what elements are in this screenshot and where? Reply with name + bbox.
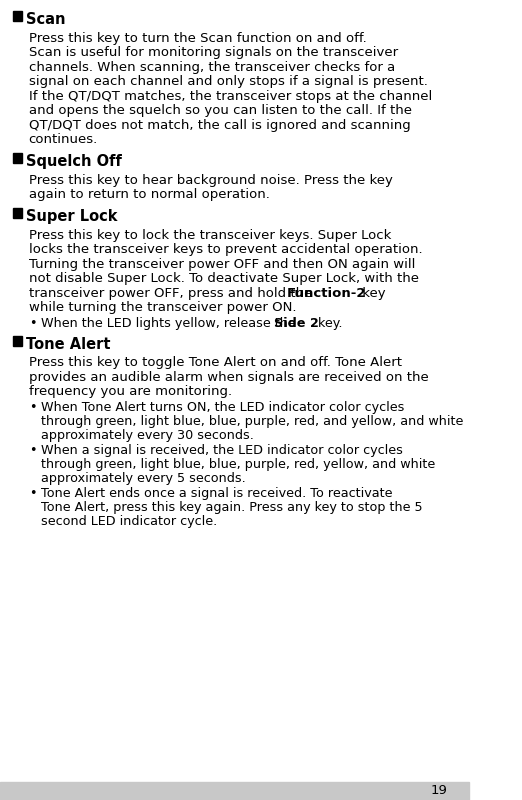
Text: signal on each channel and only stops if a signal is present.: signal on each channel and only stops if…	[29, 75, 428, 88]
Text: continues.: continues.	[29, 134, 98, 146]
Bar	[13, 11, 21, 21]
Text: Tone Alert, press this key again. Press any key to stop the 5: Tone Alert, press this key again. Press …	[41, 501, 423, 514]
Text: When Tone Alert turns ON, the LED indicator color cycles: When Tone Alert turns ON, the LED indica…	[41, 401, 405, 414]
Text: Squelch Off: Squelch Off	[26, 154, 122, 169]
Text: channels. When scanning, the transceiver checks for a: channels. When scanning, the transceiver…	[29, 61, 395, 74]
Text: Scan is useful for monitoring signals on the transceiver: Scan is useful for monitoring signals on…	[29, 46, 398, 59]
Text: second LED indicator cycle.: second LED indicator cycle.	[41, 515, 218, 528]
Text: Scan: Scan	[26, 12, 66, 27]
Text: while turning the transceiver power ON.: while turning the transceiver power ON.	[29, 301, 296, 314]
Text: through green, light blue, blue, purple, red, and yellow, and white: through green, light blue, blue, purple,…	[41, 415, 464, 428]
Bar	[13, 208, 21, 218]
Text: •: •	[29, 487, 36, 500]
Text: Function-2: Function-2	[287, 286, 366, 299]
Text: Super Lock: Super Lock	[26, 209, 117, 224]
Bar	[13, 153, 21, 163]
Text: Tone Alert: Tone Alert	[26, 337, 111, 351]
Text: key: key	[358, 286, 386, 299]
Bar	[0, 782, 469, 800]
Text: •: •	[29, 401, 36, 414]
Text: Press this key to hear background noise. Press the key: Press this key to hear background noise.…	[29, 174, 393, 186]
Text: QT/DQT does not match, the call is ignored and scanning: QT/DQT does not match, the call is ignor…	[29, 119, 410, 132]
Bar	[13, 335, 21, 346]
Text: Tone Alert ends once a signal is received. To reactivate: Tone Alert ends once a signal is receive…	[41, 487, 393, 500]
Text: Press this key to lock the transceiver keys. Super Lock: Press this key to lock the transceiver k…	[29, 229, 391, 242]
Text: Side 2: Side 2	[274, 317, 318, 330]
Text: approximately every 5 seconds.: approximately every 5 seconds.	[41, 472, 246, 485]
Text: Press this key to toggle Tone Alert on and off. Tone Alert: Press this key to toggle Tone Alert on a…	[29, 357, 402, 370]
Text: •: •	[29, 444, 36, 457]
Text: 19: 19	[430, 785, 447, 798]
Text: Turning the transceiver power OFF and then ON again will: Turning the transceiver power OFF and th…	[29, 258, 415, 270]
Text: and opens the squelch so you can listen to the call. If the: and opens the squelch so you can listen …	[29, 104, 412, 118]
Text: Press this key to turn the Scan function on and off.: Press this key to turn the Scan function…	[29, 32, 366, 45]
Text: frequency you are monitoring.: frequency you are monitoring.	[29, 386, 232, 398]
Text: •: •	[29, 317, 36, 330]
Text: provides an audible alarm when signals are received on the: provides an audible alarm when signals a…	[29, 371, 429, 384]
Text: transceiver power OFF, press and hold the: transceiver power OFF, press and hold th…	[29, 286, 316, 299]
Text: key.: key.	[314, 317, 342, 330]
Text: When a signal is received, the LED indicator color cycles: When a signal is received, the LED indic…	[41, 444, 403, 457]
Text: not disable Super Lock. To deactivate Super Lock, with the: not disable Super Lock. To deactivate Su…	[29, 272, 419, 285]
Text: through green, light blue, blue, purple, red, yellow, and white: through green, light blue, blue, purple,…	[41, 458, 435, 471]
Text: locks the transceiver keys to prevent accidental operation.: locks the transceiver keys to prevent ac…	[29, 243, 422, 256]
Text: If the QT/DQT matches, the transceiver stops at the channel: If the QT/DQT matches, the transceiver s…	[29, 90, 432, 103]
Text: When the LED lights yellow, release the: When the LED lights yellow, release the	[41, 317, 300, 330]
Text: again to return to normal operation.: again to return to normal operation.	[29, 188, 269, 202]
Text: approximately every 30 seconds.: approximately every 30 seconds.	[41, 429, 254, 442]
